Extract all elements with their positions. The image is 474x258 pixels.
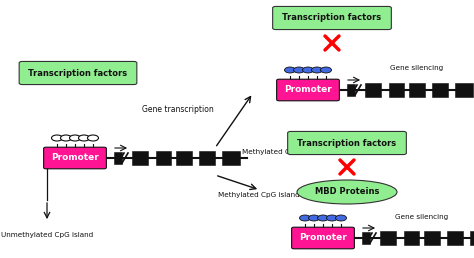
Circle shape (311, 67, 322, 73)
FancyBboxPatch shape (44, 147, 106, 169)
Text: Methylated CpG island: Methylated CpG island (242, 149, 324, 155)
FancyBboxPatch shape (19, 61, 137, 85)
FancyBboxPatch shape (114, 152, 122, 164)
Text: Promoter: Promoter (284, 85, 332, 94)
Text: Transcription factors: Transcription factors (298, 139, 397, 148)
FancyBboxPatch shape (199, 151, 215, 165)
Text: Transcription factors: Transcription factors (28, 69, 128, 77)
Circle shape (302, 67, 313, 73)
Circle shape (318, 215, 328, 221)
Circle shape (309, 215, 319, 221)
Ellipse shape (297, 180, 397, 204)
Text: Unmethylated CpG island: Unmethylated CpG island (1, 232, 93, 238)
FancyBboxPatch shape (132, 151, 148, 165)
FancyBboxPatch shape (176, 151, 192, 165)
Text: Gene transcription: Gene transcription (142, 106, 214, 115)
Circle shape (79, 135, 90, 141)
FancyBboxPatch shape (389, 83, 404, 97)
FancyBboxPatch shape (365, 83, 381, 97)
FancyBboxPatch shape (404, 231, 419, 245)
Circle shape (300, 215, 310, 221)
Circle shape (320, 67, 331, 73)
FancyBboxPatch shape (424, 231, 440, 245)
Circle shape (61, 135, 72, 141)
Circle shape (284, 67, 295, 73)
FancyBboxPatch shape (156, 151, 171, 165)
FancyBboxPatch shape (447, 231, 463, 245)
FancyBboxPatch shape (277, 79, 339, 101)
Text: Gene silencing: Gene silencing (395, 214, 448, 220)
Text: Promoter: Promoter (51, 154, 99, 163)
Circle shape (327, 215, 337, 221)
FancyBboxPatch shape (222, 151, 240, 165)
FancyBboxPatch shape (292, 227, 355, 249)
Circle shape (88, 135, 99, 141)
Text: Transcription factors: Transcription factors (283, 13, 382, 22)
FancyBboxPatch shape (380, 231, 396, 245)
FancyBboxPatch shape (409, 83, 425, 97)
FancyBboxPatch shape (470, 231, 474, 245)
FancyBboxPatch shape (288, 132, 406, 155)
FancyBboxPatch shape (362, 232, 370, 244)
Circle shape (336, 215, 346, 221)
Text: MBD Proteins: MBD Proteins (315, 188, 379, 197)
Text: Methylated CpG island: Methylated CpG island (218, 192, 300, 198)
Circle shape (293, 67, 304, 73)
FancyBboxPatch shape (432, 83, 448, 97)
Circle shape (70, 135, 81, 141)
FancyBboxPatch shape (455, 83, 473, 97)
Text: Gene silencing: Gene silencing (390, 65, 443, 71)
FancyBboxPatch shape (273, 6, 392, 30)
FancyBboxPatch shape (347, 84, 355, 96)
Text: Promoter: Promoter (299, 233, 347, 243)
Circle shape (52, 135, 63, 141)
